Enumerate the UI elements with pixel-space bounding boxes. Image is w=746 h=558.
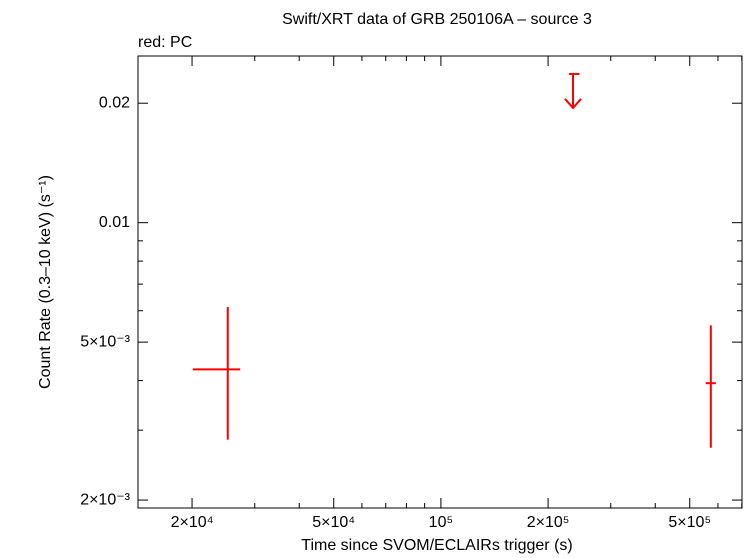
x-tick-label: 5×10⁵ [668, 514, 711, 531]
y-axis-label: Count Rate (0.3–10 keV) (s⁻¹) [37, 175, 54, 389]
y-tick-label: 2×10⁻³ [80, 491, 130, 508]
chart-title: Swift/XRT data of GRB 250106A – source 3 [282, 11, 592, 28]
y-tick-label: 5×10⁻³ [80, 333, 130, 350]
y-tick-label: 0.01 [99, 214, 130, 231]
chart-subtitle: red: PC [138, 34, 192, 51]
x-axis-label: Time since SVOM/ECLAIRs trigger (s) [301, 537, 572, 554]
x-tick-label: 2×10⁴ [171, 514, 214, 531]
y-tick-label: 0.02 [99, 94, 130, 111]
upper-limit-arrow [564, 73, 582, 110]
x-tick-label: 10⁵ [429, 514, 453, 531]
x-tick-label: 5×10⁴ [312, 514, 355, 531]
plot-frame [137, 55, 743, 509]
x-tick-label: 2×10⁵ [527, 514, 570, 531]
